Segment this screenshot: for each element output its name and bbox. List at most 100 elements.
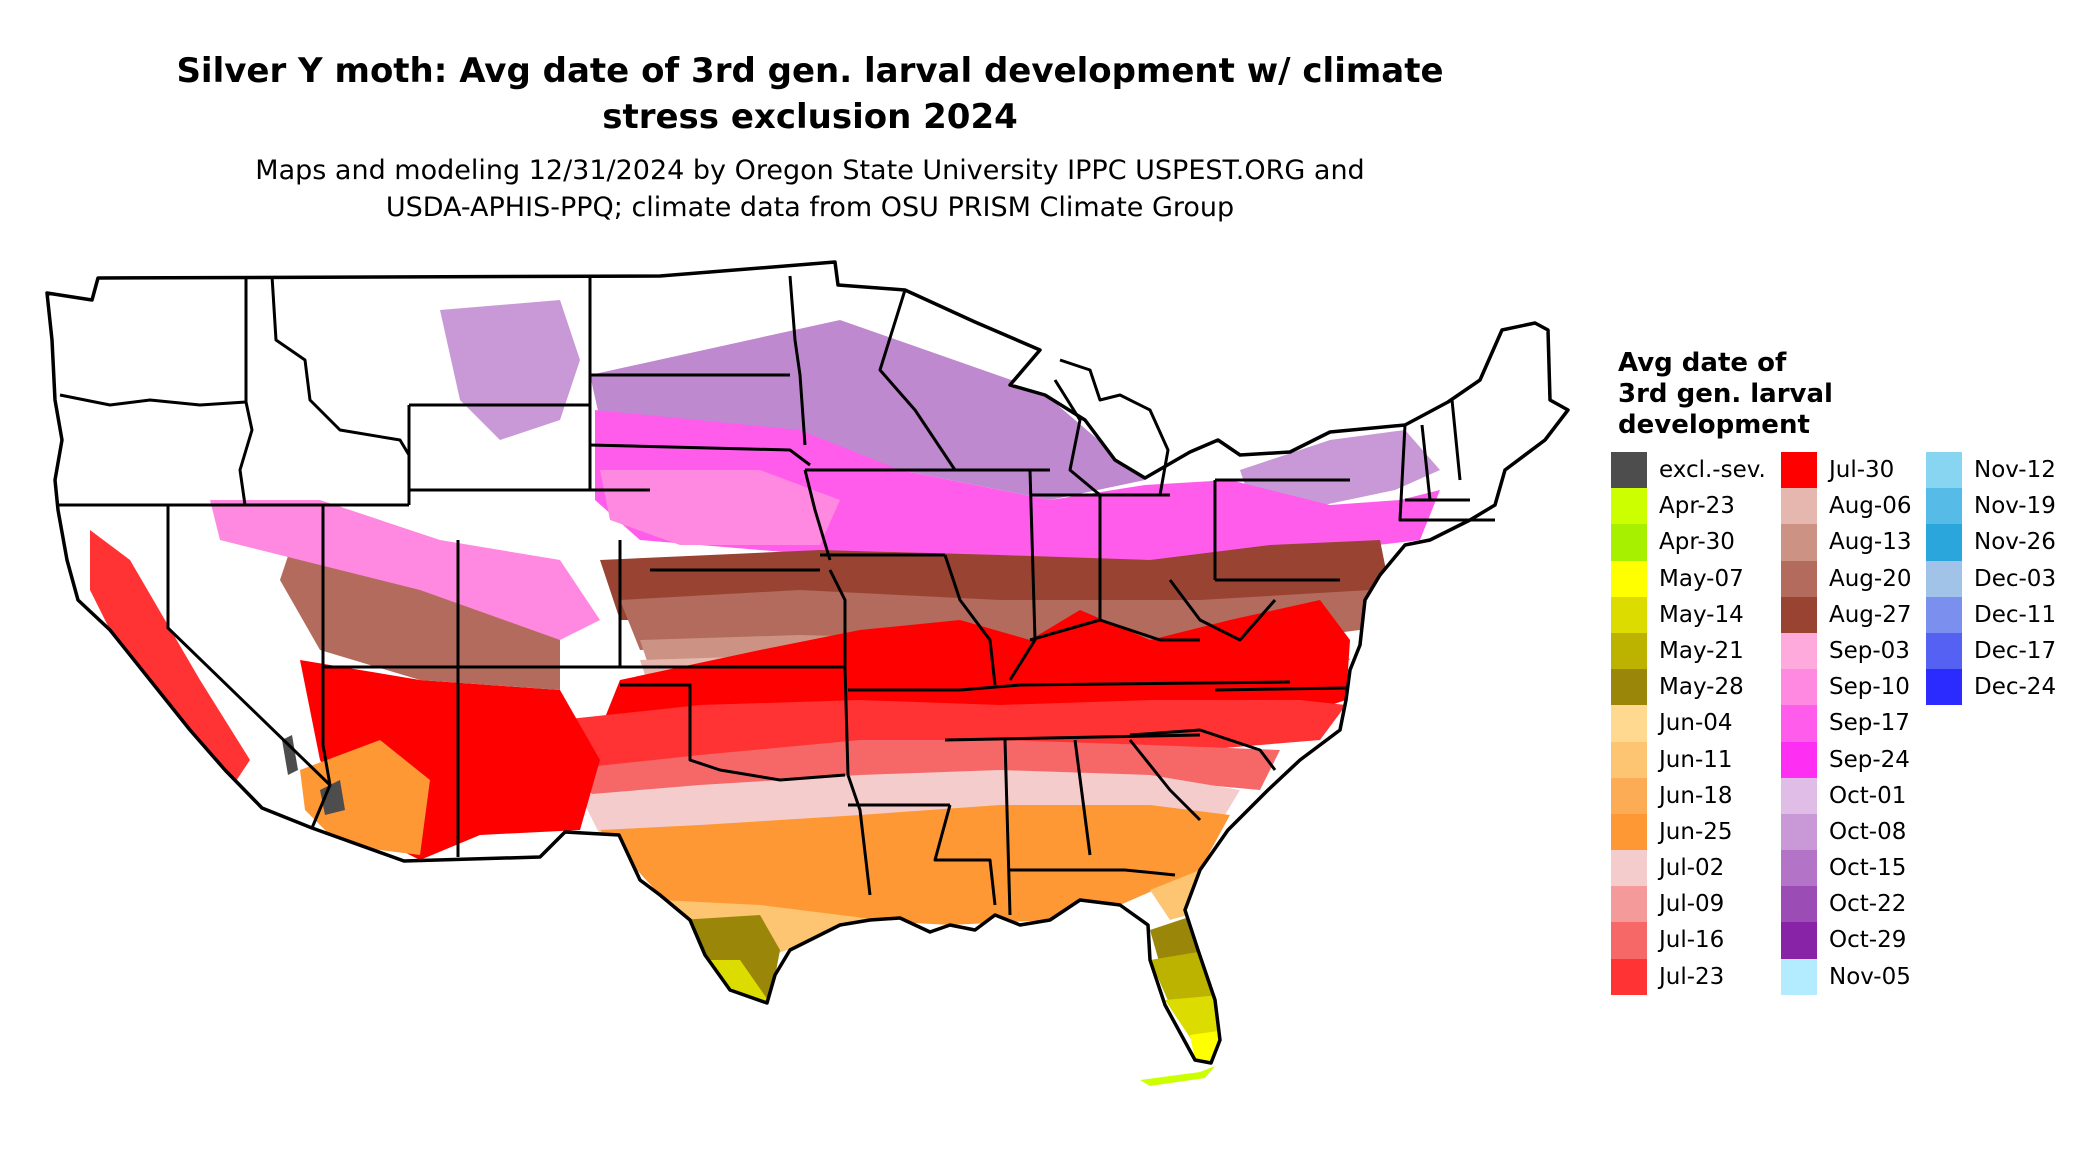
- legend-swatch: [1781, 524, 1817, 561]
- legend-label: excl.-sev.: [1659, 457, 1766, 483]
- boundary-id-mt: [270, 275, 411, 456]
- zone-great-basin-pink: [210, 500, 600, 640]
- zone-arizona-orange: [300, 740, 430, 855]
- zone-california-valley: [90, 530, 250, 790]
- legend-columns: excl.-sev. Apr-23 Apr-30 May-07 May-14 May-21…: [1611, 452, 2091, 1152]
- map-title: Silver Y moth: Avg date of 3rd gen. larv…: [60, 48, 1560, 140]
- legend-label: Sep-17: [1829, 710, 1910, 737]
- legend-label: Jun-25: [1659, 818, 1733, 845]
- legend-label: Jul-16: [1659, 927, 1725, 954]
- legend-label: Dec-03: [1974, 565, 2057, 592]
- boundary-vt-nh: [1420, 424, 1432, 501]
- legend-swatch: [1611, 488, 1647, 525]
- boundary-wa-or: [59, 393, 247, 407]
- legend-swatch: [1611, 922, 1647, 959]
- legend-swatch: [1611, 886, 1647, 923]
- legend-label: Oct-15: [1829, 855, 1907, 882]
- legend-swatch: [1611, 669, 1647, 706]
- legend-label: Aug-13: [1829, 529, 1912, 556]
- legend-swatch: [1926, 669, 1962, 706]
- legend-label: Jun-11: [1659, 746, 1733, 773]
- zone-jun11: [660, 900, 880, 960]
- legend-swatch: [1926, 596, 1962, 633]
- legend-swatch: [1781, 488, 1817, 525]
- legend-swatch: [1611, 560, 1647, 597]
- boundary-mo-il: [943, 554, 997, 686]
- boundary-al-ga: [1073, 739, 1092, 856]
- boundary-nv-az: [310, 744, 332, 829]
- boundary-mi-lower: [1053, 358, 1170, 497]
- legend-label: Apr-23: [1659, 493, 1735, 520]
- legend-swatch: [1926, 488, 1962, 525]
- legend-label: Jul-02: [1659, 855, 1725, 882]
- legend-title-line-2: 3rd gen. larval: [1618, 379, 1833, 409]
- boundary-nm-tx-ok: [620, 683, 846, 782]
- zone-south-texas: [680, 915, 780, 1003]
- legend-label: Aug-06: [1829, 493, 1912, 520]
- zone-northeast-purple: [1240, 430, 1440, 510]
- zone-mid-south-red: [600, 600, 1350, 730]
- legend-label: Sep-24: [1829, 746, 1910, 773]
- boundary-ms-al: [1003, 739, 1012, 916]
- boundary-sd-ne: [589, 443, 811, 467]
- legend: Avg date of 3rd gen. larval development …: [1611, 348, 2056, 995]
- legend-swatch: [1611, 705, 1647, 742]
- zone-upper-midwest: [590, 320, 1145, 500]
- legend-swatch: [1926, 632, 1962, 670]
- legend-swatch: [1781, 452, 1817, 489]
- boundary-ca-nv: [166, 505, 332, 787]
- legend-swatch: [1611, 524, 1647, 561]
- legend-swatch: [1611, 813, 1647, 851]
- legend-swatch: [1781, 886, 1817, 923]
- legend-swatch: [1781, 705, 1817, 742]
- legend-label: Oct-01: [1829, 782, 1907, 809]
- zone-jul23: [560, 700, 1346, 775]
- zone-sep10-patches: [600, 470, 840, 545]
- legend-swatch: [1781, 669, 1817, 706]
- legend-swatch: [1781, 850, 1817, 887]
- boundary-tn-south: [944, 733, 1201, 742]
- legend-title: Avg date of 3rd gen. larval development: [1618, 348, 1918, 441]
- subtitle-line-2: USDA-APHIS-PPQ; climate data from OSU PR…: [385, 192, 1235, 223]
- legend-label: Apr-30: [1659, 529, 1735, 556]
- state-boundaries: [58, 275, 1495, 916]
- legend-label: Dec-11: [1974, 601, 2057, 628]
- legend-label: Sep-03: [1829, 637, 1910, 664]
- boundary-ok-ar: [843, 666, 850, 776]
- zone-florida-keys: [1140, 1066, 1215, 1086]
- zone-exclusion-az: [320, 780, 345, 815]
- legend-swatch: [1781, 922, 1817, 959]
- legend-label: Aug-20: [1829, 565, 1912, 592]
- legend-swatch: [1781, 596, 1817, 633]
- legend-swatch: [1781, 958, 1817, 995]
- legend-swatch: [1926, 452, 1962, 489]
- legend-label: May-21: [1659, 637, 1744, 664]
- legend-label: Oct-08: [1829, 818, 1907, 845]
- boundary-wi-mn: [878, 289, 957, 471]
- legend-label: May-14: [1659, 601, 1744, 628]
- boundary-nh-me: [1450, 399, 1462, 481]
- boundary-ny-vt-ma: [1398, 424, 1495, 522]
- legend-label: Aug-27: [1829, 601, 1912, 628]
- boundary-va-nc: [1214, 686, 1347, 692]
- legend-label: Nov-19: [1974, 493, 2056, 520]
- legend-swatch: [1926, 560, 1962, 597]
- boundary-la-ms: [933, 804, 997, 906]
- legend-swatch: [1611, 632, 1647, 670]
- boundary-nc-sc: [1129, 728, 1277, 771]
- legend-label: Jun-04: [1659, 710, 1733, 737]
- legend-label: May-28: [1659, 674, 1744, 701]
- us-map: [45, 260, 1570, 1086]
- legend-swatch: [1611, 777, 1647, 814]
- legend-title-line-1: Avg date of: [1618, 348, 1787, 378]
- legend-swatch: [1781, 632, 1817, 670]
- legend-swatch: [1611, 958, 1647, 995]
- legend-swatch: [1781, 813, 1817, 851]
- legend-swatch: [1611, 596, 1647, 633]
- boundary-ky-tn: [959, 680, 1291, 692]
- zone-exclusion-ca: [282, 735, 298, 775]
- boundary-ne-ia: [803, 469, 832, 561]
- legend-swatch: [1781, 777, 1817, 814]
- boundary-al-fl: [1010, 868, 1176, 877]
- legend-label: Dec-24: [1974, 674, 2057, 701]
